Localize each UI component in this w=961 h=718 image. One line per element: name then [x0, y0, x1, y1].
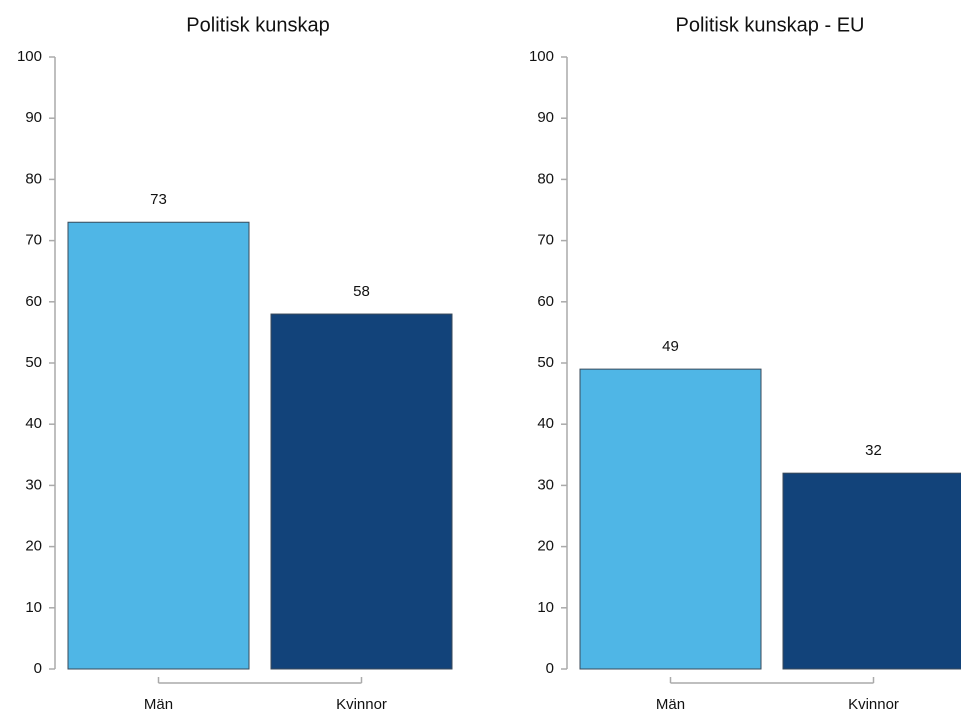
y-tick-label: 60 — [537, 293, 554, 310]
y-tick-label: 60 — [25, 293, 42, 310]
bar — [782, 472, 961, 670]
value-label: 58 — [353, 283, 370, 300]
x-tick-label: Män — [656, 696, 685, 713]
value-label: 73 — [150, 191, 167, 208]
chart-title: Politisk kunskap — [186, 14, 329, 36]
value-label: 49 — [662, 338, 679, 355]
y-tick-label: 50 — [25, 354, 42, 371]
y-tick-label: 90 — [537, 109, 554, 126]
y-tick-label: 30 — [25, 476, 42, 493]
y-tick-label: 0 — [34, 660, 42, 677]
y-tick-label: 20 — [537, 538, 554, 555]
y-tick-label: 100 — [17, 48, 42, 65]
value-label: 32 — [865, 442, 882, 459]
y-tick-label: 50 — [537, 354, 554, 371]
y-tick-label: 100 — [529, 48, 554, 65]
x-tick-label: Kvinnor — [336, 696, 387, 713]
bar — [67, 221, 250, 670]
y-tick-label: 70 — [25, 232, 42, 249]
y-tick-label: 30 — [537, 476, 554, 493]
x-tick-label: Män — [144, 696, 173, 713]
y-tick-label: 80 — [537, 170, 554, 187]
y-tick-label: 80 — [25, 170, 42, 187]
y-tick-label: 40 — [25, 415, 42, 432]
y-tick-label: 40 — [537, 415, 554, 432]
bar — [579, 368, 762, 670]
y-tick-label: 10 — [537, 599, 554, 616]
y-tick-label: 70 — [537, 232, 554, 249]
y-tick-label: 0 — [546, 660, 554, 677]
y-tick-label: 20 — [25, 538, 42, 555]
x-tick-label: Kvinnor — [848, 696, 899, 713]
y-tick-label: 10 — [25, 599, 42, 616]
chart-title: Politisk kunskap - EU — [676, 14, 865, 36]
y-tick-label: 90 — [25, 109, 42, 126]
bar — [270, 313, 453, 670]
